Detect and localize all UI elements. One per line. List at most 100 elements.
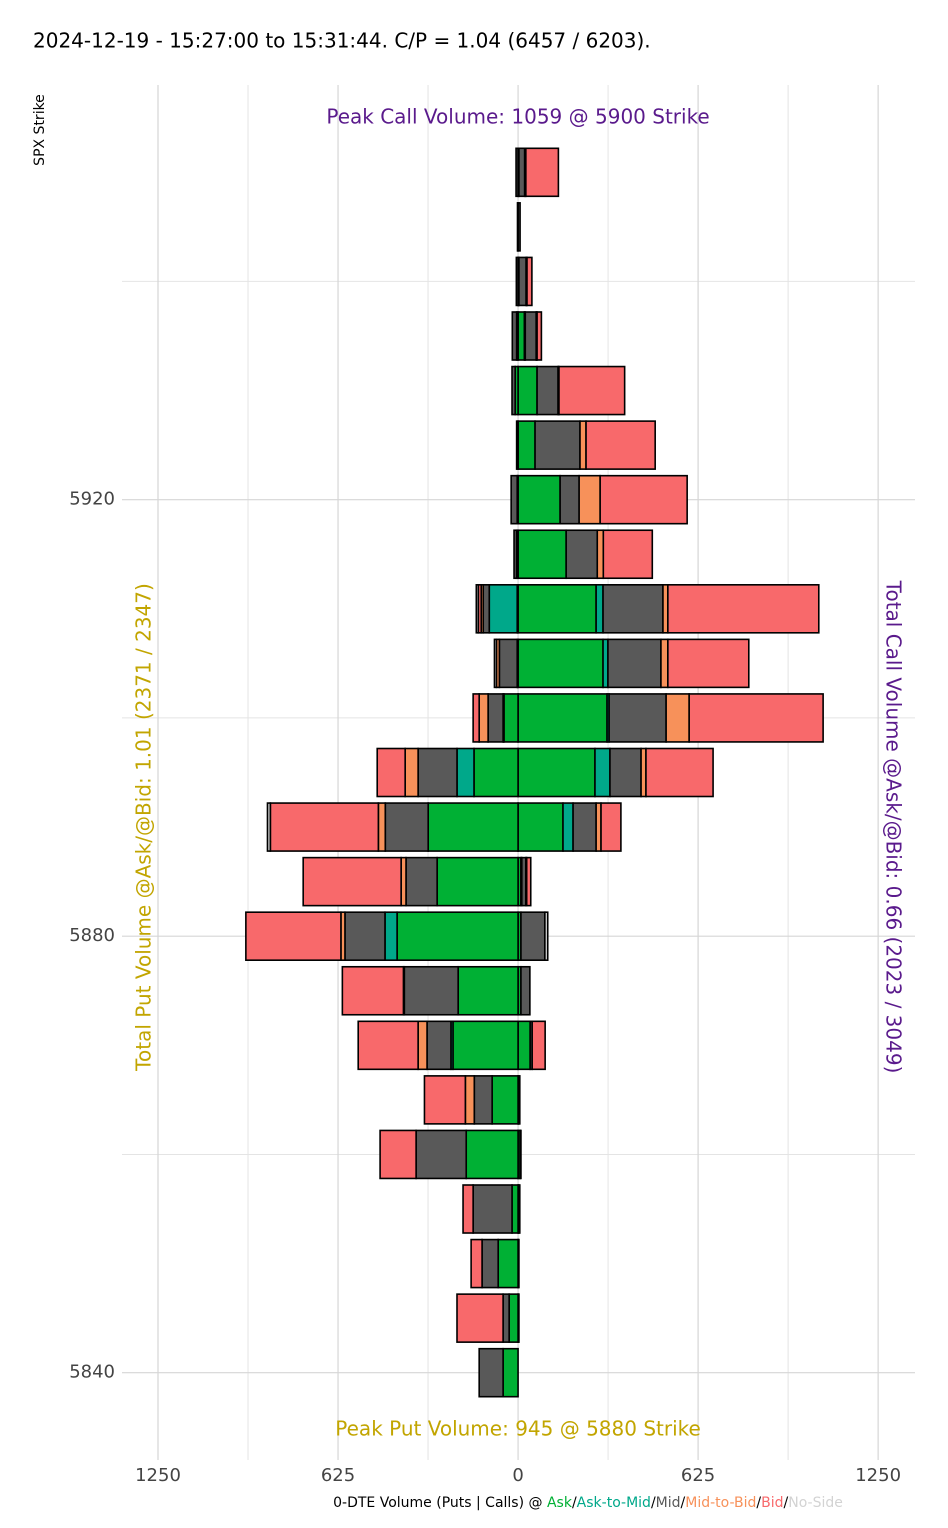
call-bar-segment <box>585 420 656 470</box>
put-bar-segment <box>436 856 519 907</box>
put-bar-segment <box>488 584 519 634</box>
put-bar-segment <box>511 365 516 416</box>
put-bar-segment <box>423 1075 467 1125</box>
legend-separator: / <box>651 1495 656 1511</box>
call-bar-segment <box>517 584 597 634</box>
put-bar-segment <box>245 911 342 961</box>
call-bar-segment <box>602 529 654 580</box>
put-bar-segment <box>357 1020 419 1071</box>
legend-entry: Ask-to-Mid <box>577 1495 651 1511</box>
call-bar-segment <box>596 529 605 580</box>
put-bar-segment <box>472 1184 513 1234</box>
put-bar-segment <box>511 311 518 361</box>
put-bar-segment <box>417 747 458 798</box>
put-bar-segment <box>515 256 519 307</box>
put-bar-segment <box>377 802 387 852</box>
call-bar-segment <box>517 311 526 361</box>
call-bar-segment <box>608 693 667 743</box>
x-tick-label: 1250 <box>855 1465 901 1486</box>
call-bar-segment <box>520 911 546 961</box>
legend-separator: / <box>784 1495 789 1511</box>
put-bar-segment <box>457 965 519 1016</box>
put-bar-segment <box>498 638 519 689</box>
put-bar-segment <box>302 856 402 907</box>
legend-entry: Bid <box>761 1495 783 1511</box>
call-bar-segment <box>517 747 596 798</box>
put-bar-segment <box>510 474 519 525</box>
put-bar-segment <box>384 911 398 961</box>
legend-entry: Ask <box>547 1495 573 1511</box>
put-total-annotation: Total Put Volume @Ask/@Bid: 1.01 (2371 /… <box>132 583 156 1072</box>
call-bar-segment <box>579 420 587 470</box>
y-tick-label: 5880 <box>69 925 115 946</box>
call-bar-segment <box>520 965 531 1016</box>
call-bar-segment <box>562 802 574 852</box>
put-bar-segment <box>405 856 438 907</box>
call-bar-segment <box>594 747 611 798</box>
call-bar-segment <box>536 365 559 416</box>
call-bar-segment <box>519 1129 522 1180</box>
put-bar-segment <box>511 1184 519 1234</box>
call-bar-segment <box>607 638 662 689</box>
put-bar-segment <box>502 1293 510 1343</box>
put-bar-segment <box>417 1020 428 1071</box>
put-bar-segment <box>427 802 519 852</box>
call-bar-segment <box>518 256 527 307</box>
legend-separator: / <box>681 1495 686 1511</box>
call-bar-segment <box>531 1020 546 1071</box>
call-total-annotation: Total Call Volume @Ask/@Bid: 0.66 (2023 … <box>882 580 906 1074</box>
put-bar-segment <box>478 1347 504 1398</box>
y-tick-label: 5920 <box>69 489 115 510</box>
put-bar-segment <box>502 1347 519 1398</box>
call-bar-segment <box>645 747 714 798</box>
legend-separator: / <box>756 1495 761 1511</box>
call-bar-segment <box>517 420 536 470</box>
put-bar-segment <box>376 747 406 798</box>
put-bar-segment <box>456 1293 504 1343</box>
call-bar-segment <box>599 474 688 525</box>
put-bar-segment <box>515 147 519 198</box>
put-bar-segment <box>515 420 519 470</box>
put-bar-segment <box>481 1238 499 1289</box>
call-bar-segment <box>536 311 543 361</box>
call-bar-segment <box>665 693 690 743</box>
call-bar-segment <box>667 638 750 689</box>
put-bar-segment <box>269 802 380 852</box>
put-bar-segment <box>426 1020 452 1071</box>
put-bar-segment <box>341 965 405 1016</box>
put-bar-segment <box>487 693 504 743</box>
put-bar-segment <box>266 802 272 852</box>
x-tick-label: 0 <box>512 1465 523 1486</box>
x-tick-label: 1250 <box>135 1465 181 1486</box>
put-bar-segment <box>475 584 480 634</box>
put-bar-segment <box>482 584 491 634</box>
put-bar-segment <box>464 1075 476 1125</box>
put-bar-segment <box>384 802 429 852</box>
call-bar-segment <box>517 802 564 852</box>
call-bar-segment <box>526 256 533 307</box>
put-bar-segment <box>478 693 489 743</box>
x-tick-label: 625 <box>321 1465 355 1486</box>
put-bar-segment <box>503 693 519 743</box>
x-axis-label: 0-DTE Volume (Puts | Calls) @ Ask/Ask-to… <box>333 1495 843 1511</box>
call-bar-segment <box>600 802 622 852</box>
put-bar-segment <box>379 1129 417 1180</box>
put-bar-segment <box>344 911 386 961</box>
put-bar-segment <box>465 1129 519 1180</box>
call-bar-segment <box>517 693 608 743</box>
call-bar-segment <box>517 1020 531 1071</box>
call-bar-segment <box>544 911 549 961</box>
put-bar-segment <box>470 1238 483 1289</box>
put-bar-segment <box>473 747 519 798</box>
put-bar-segment <box>508 1293 519 1343</box>
call-bar-segment <box>517 529 567 580</box>
call-bar-segment <box>518 1184 521 1234</box>
call-bar-segment <box>609 747 642 798</box>
call-bar-segment <box>660 638 669 689</box>
call-bar-segment <box>595 584 604 634</box>
put-bar-segment <box>456 747 475 798</box>
put-bar-segment <box>404 747 419 798</box>
call-bar-segment <box>518 147 526 198</box>
put-bar-segment <box>415 1129 468 1180</box>
call-bar-segment <box>524 311 538 361</box>
